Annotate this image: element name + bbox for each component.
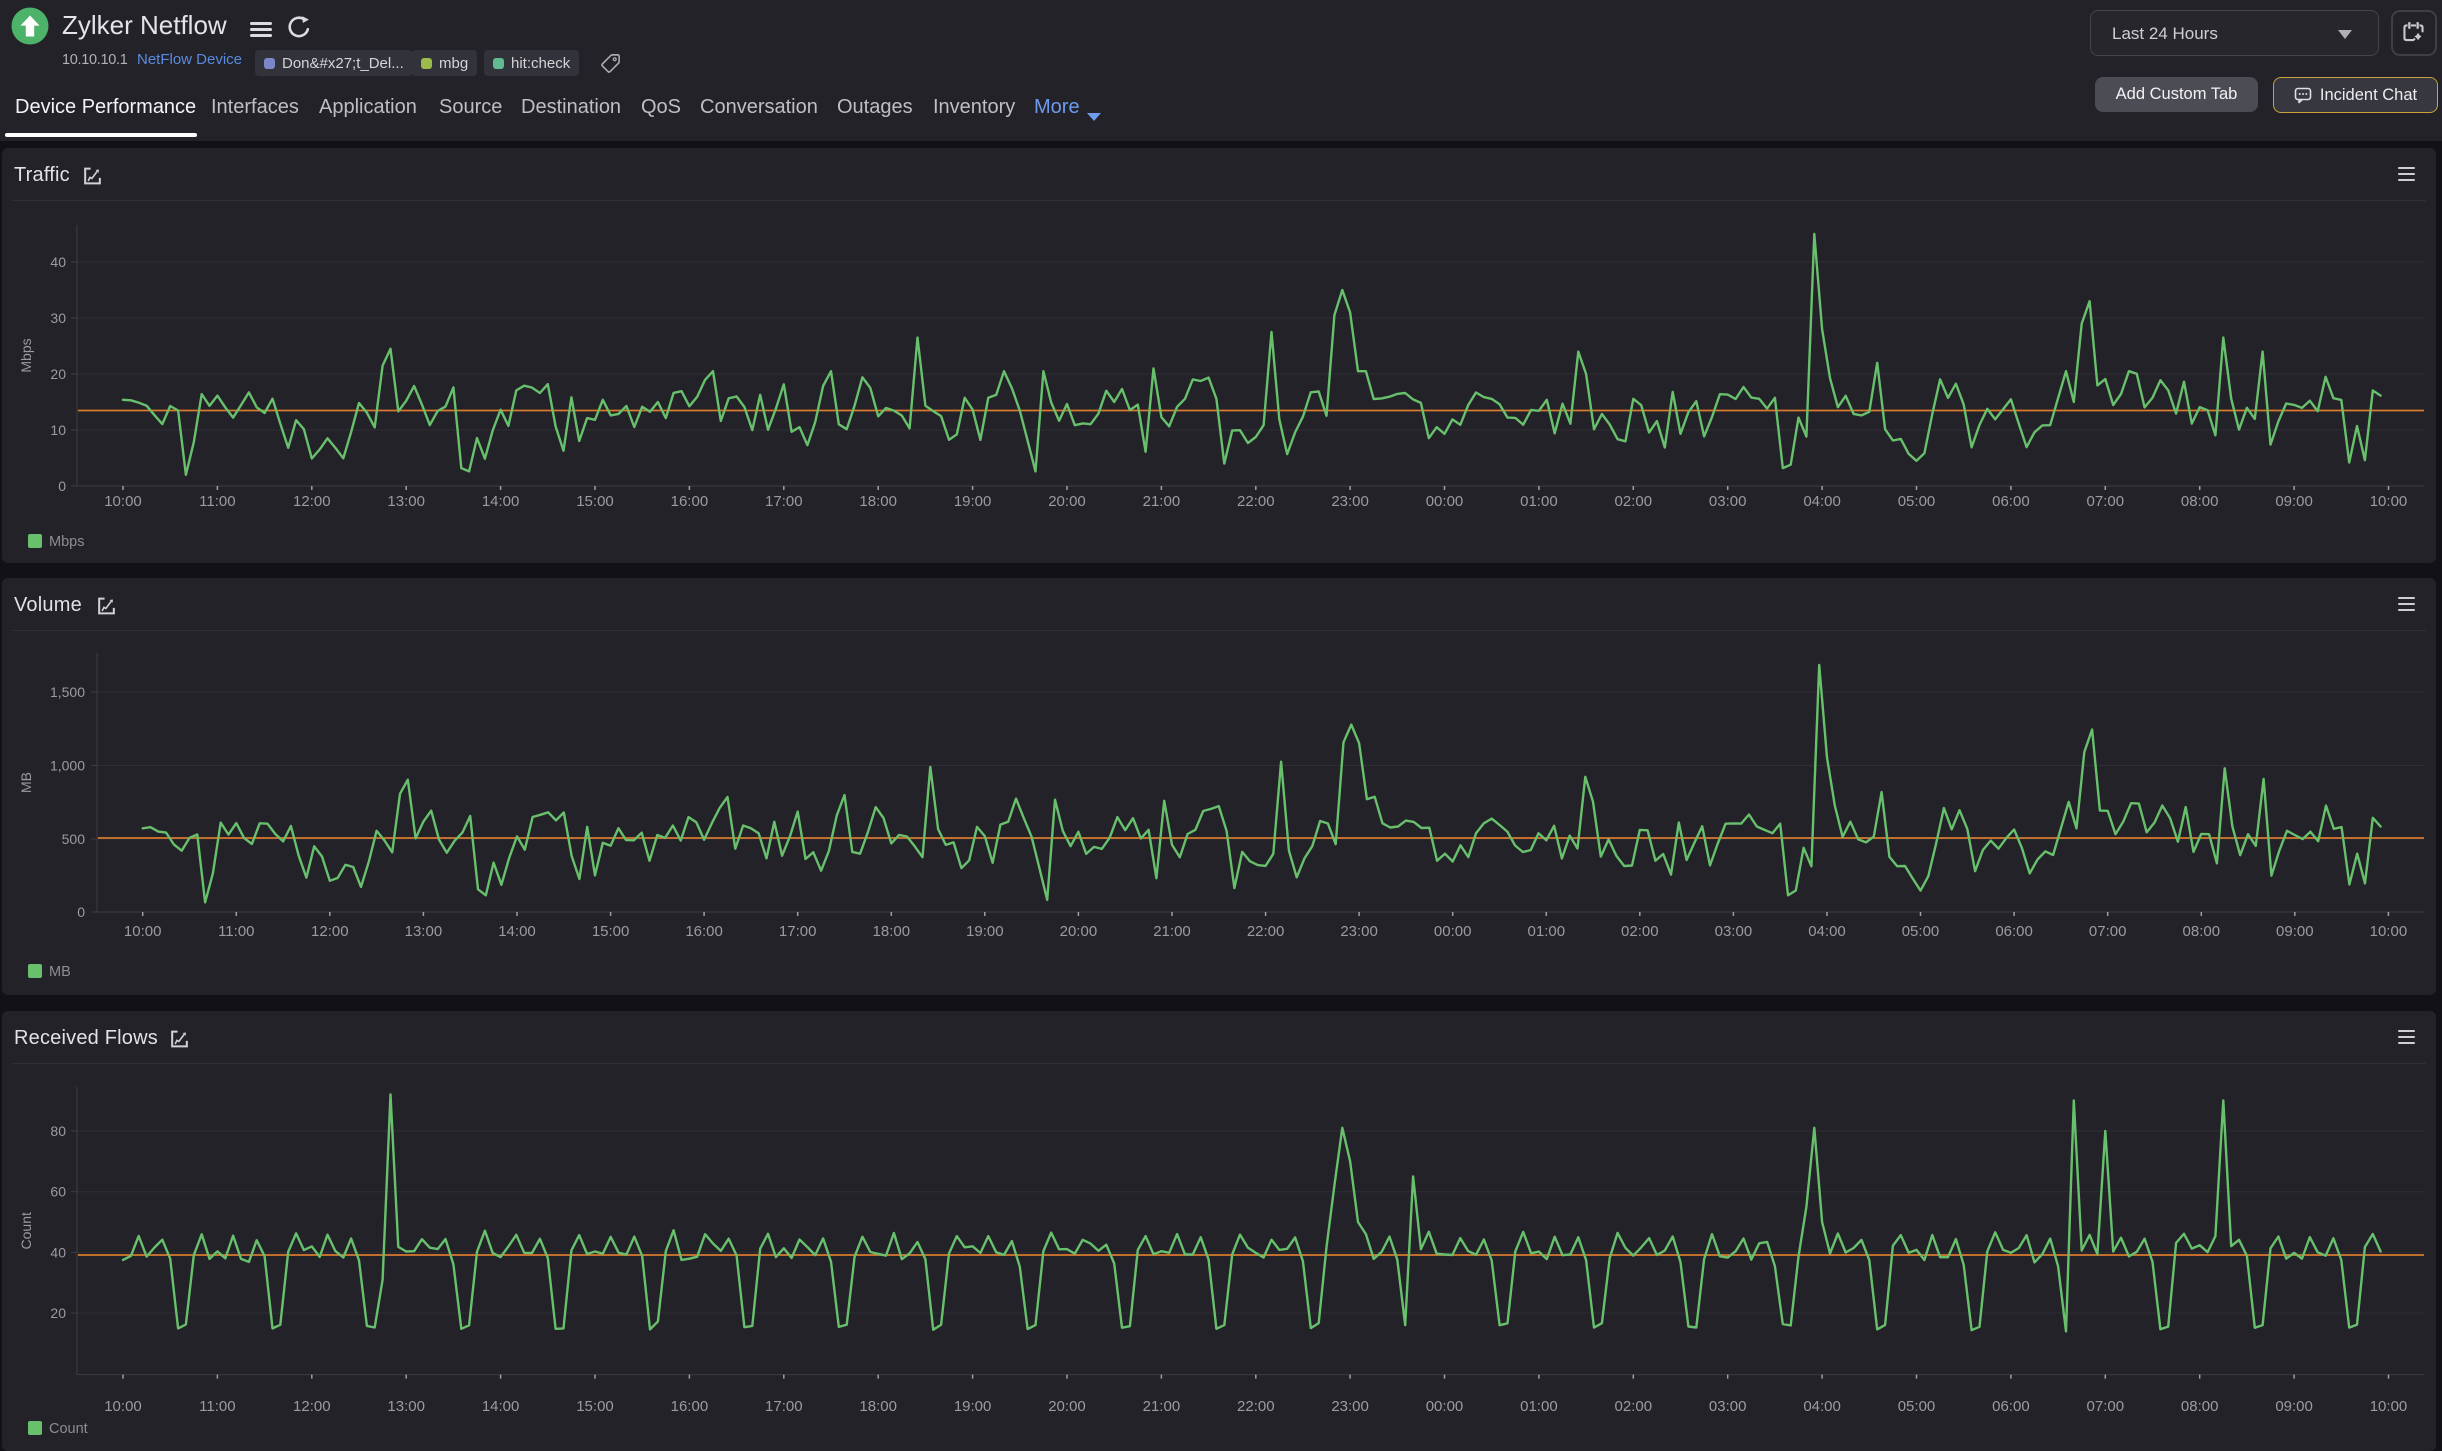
svg-text:MB: MB <box>49 964 71 980</box>
svg-text:10:00: 10:00 <box>124 923 162 940</box>
svg-text:20:00: 20:00 <box>1060 923 1098 940</box>
svg-text:20: 20 <box>50 1305 66 1321</box>
svg-text:03:00: 03:00 <box>1715 923 1753 940</box>
svg-text:05:00: 05:00 <box>1902 923 1940 940</box>
svg-text:03:00: 03:00 <box>1709 1398 1747 1415</box>
svg-text:17:00: 17:00 <box>779 923 817 940</box>
svg-text:04:00: 04:00 <box>1803 1398 1841 1415</box>
svg-text:11:00: 11:00 <box>199 1398 235 1415</box>
svg-text:01:00: 01:00 <box>1520 493 1558 510</box>
svg-text:Count: Count <box>18 1212 34 1249</box>
svg-text:20:00: 20:00 <box>1048 493 1086 510</box>
svg-text:00:00: 00:00 <box>1434 923 1472 940</box>
svg-text:10:00: 10:00 <box>2370 923 2408 940</box>
svg-text:00:00: 00:00 <box>1426 493 1464 510</box>
svg-text:14:00: 14:00 <box>498 923 536 940</box>
svg-text:16:00: 16:00 <box>671 493 709 510</box>
svg-text:12:00: 12:00 <box>293 493 331 510</box>
svg-text:20:00: 20:00 <box>1048 1398 1086 1415</box>
svg-text:06:00: 06:00 <box>1992 1398 2030 1415</box>
svg-text:06:00: 06:00 <box>1995 923 2033 940</box>
svg-text:09:00: 09:00 <box>2276 923 2314 940</box>
svg-text:40: 40 <box>50 1244 66 1260</box>
svg-text:19:00: 19:00 <box>954 1398 992 1415</box>
svg-text:13:00: 13:00 <box>387 493 425 510</box>
svg-text:22:00: 22:00 <box>1237 493 1275 510</box>
svg-text:09:00: 09:00 <box>2275 493 2313 510</box>
svg-text:500: 500 <box>62 831 86 847</box>
svg-text:14:00: 14:00 <box>482 1398 520 1415</box>
svg-text:Mbps: Mbps <box>49 534 84 550</box>
svg-text:03:00: 03:00 <box>1709 493 1747 510</box>
svg-text:05:00: 05:00 <box>1898 1398 1936 1415</box>
svg-text:10: 10 <box>50 422 66 438</box>
svg-text:12:00: 12:00 <box>293 1398 331 1415</box>
svg-text:07:00: 07:00 <box>2087 493 2125 510</box>
svg-text:16:00: 16:00 <box>685 923 723 940</box>
svg-text:21:00: 21:00 <box>1153 923 1191 940</box>
svg-text:15:00: 15:00 <box>576 1398 614 1415</box>
svg-text:06:00: 06:00 <box>1992 493 2030 510</box>
svg-text:21:00: 21:00 <box>1143 1398 1181 1415</box>
svg-text:20: 20 <box>50 366 66 382</box>
svg-text:Mbps: Mbps <box>18 338 34 372</box>
svg-text:05:00: 05:00 <box>1898 493 1936 510</box>
svg-text:08:00: 08:00 <box>2183 923 2221 940</box>
svg-text:MB: MB <box>18 772 34 793</box>
svg-text:22:00: 22:00 <box>1237 1398 1275 1415</box>
svg-text:1,500: 1,500 <box>50 684 85 700</box>
svg-text:02:00: 02:00 <box>1615 493 1653 510</box>
svg-text:04:00: 04:00 <box>1808 923 1846 940</box>
svg-text:15:00: 15:00 <box>592 923 630 940</box>
svg-text:23:00: 23:00 <box>1331 1398 1369 1415</box>
svg-text:0: 0 <box>77 904 85 920</box>
svg-text:40: 40 <box>50 254 66 270</box>
svg-text:01:00: 01:00 <box>1520 1398 1558 1415</box>
svg-text:22:00: 22:00 <box>1247 923 1285 940</box>
svg-text:1,000: 1,000 <box>50 758 85 774</box>
svg-text:11:00: 11:00 <box>218 923 254 940</box>
svg-text:19:00: 19:00 <box>966 923 1004 940</box>
svg-text:23:00: 23:00 <box>1340 923 1378 940</box>
svg-text:0: 0 <box>58 478 66 494</box>
svg-text:17:00: 17:00 <box>765 1398 803 1415</box>
svg-text:13:00: 13:00 <box>405 923 443 940</box>
svg-text:19:00: 19:00 <box>954 493 992 510</box>
svg-text:09:00: 09:00 <box>2275 1398 2313 1415</box>
svg-text:18:00: 18:00 <box>859 493 897 510</box>
svg-text:11:00: 11:00 <box>199 493 235 510</box>
svg-text:01:00: 01:00 <box>1528 923 1566 940</box>
svg-text:10:00: 10:00 <box>104 493 142 510</box>
svg-text:02:00: 02:00 <box>1615 1398 1653 1415</box>
svg-text:13:00: 13:00 <box>387 1398 425 1415</box>
svg-text:08:00: 08:00 <box>2181 1398 2219 1415</box>
svg-text:60: 60 <box>50 1184 66 1200</box>
svg-text:80: 80 <box>50 1123 66 1139</box>
svg-text:10:00: 10:00 <box>2370 493 2408 510</box>
svg-text:30: 30 <box>50 310 66 326</box>
svg-text:18:00: 18:00 <box>873 923 911 940</box>
svg-text:02:00: 02:00 <box>1621 923 1659 940</box>
svg-text:14:00: 14:00 <box>482 493 520 510</box>
svg-text:12:00: 12:00 <box>311 923 349 940</box>
svg-text:Count: Count <box>49 1421 88 1437</box>
svg-text:17:00: 17:00 <box>765 493 803 510</box>
svg-text:10:00: 10:00 <box>104 1398 142 1415</box>
svg-text:08:00: 08:00 <box>2181 493 2219 510</box>
svg-text:00:00: 00:00 <box>1426 1398 1464 1415</box>
svg-text:23:00: 23:00 <box>1331 493 1369 510</box>
svg-text:16:00: 16:00 <box>671 1398 709 1415</box>
svg-text:04:00: 04:00 <box>1803 493 1841 510</box>
svg-text:18:00: 18:00 <box>859 1398 897 1415</box>
svg-text:21:00: 21:00 <box>1143 493 1181 510</box>
svg-text:07:00: 07:00 <box>2087 1398 2125 1415</box>
svg-text:15:00: 15:00 <box>576 493 614 510</box>
svg-text:10:00: 10:00 <box>2370 1398 2408 1415</box>
svg-text:07:00: 07:00 <box>2089 923 2127 940</box>
